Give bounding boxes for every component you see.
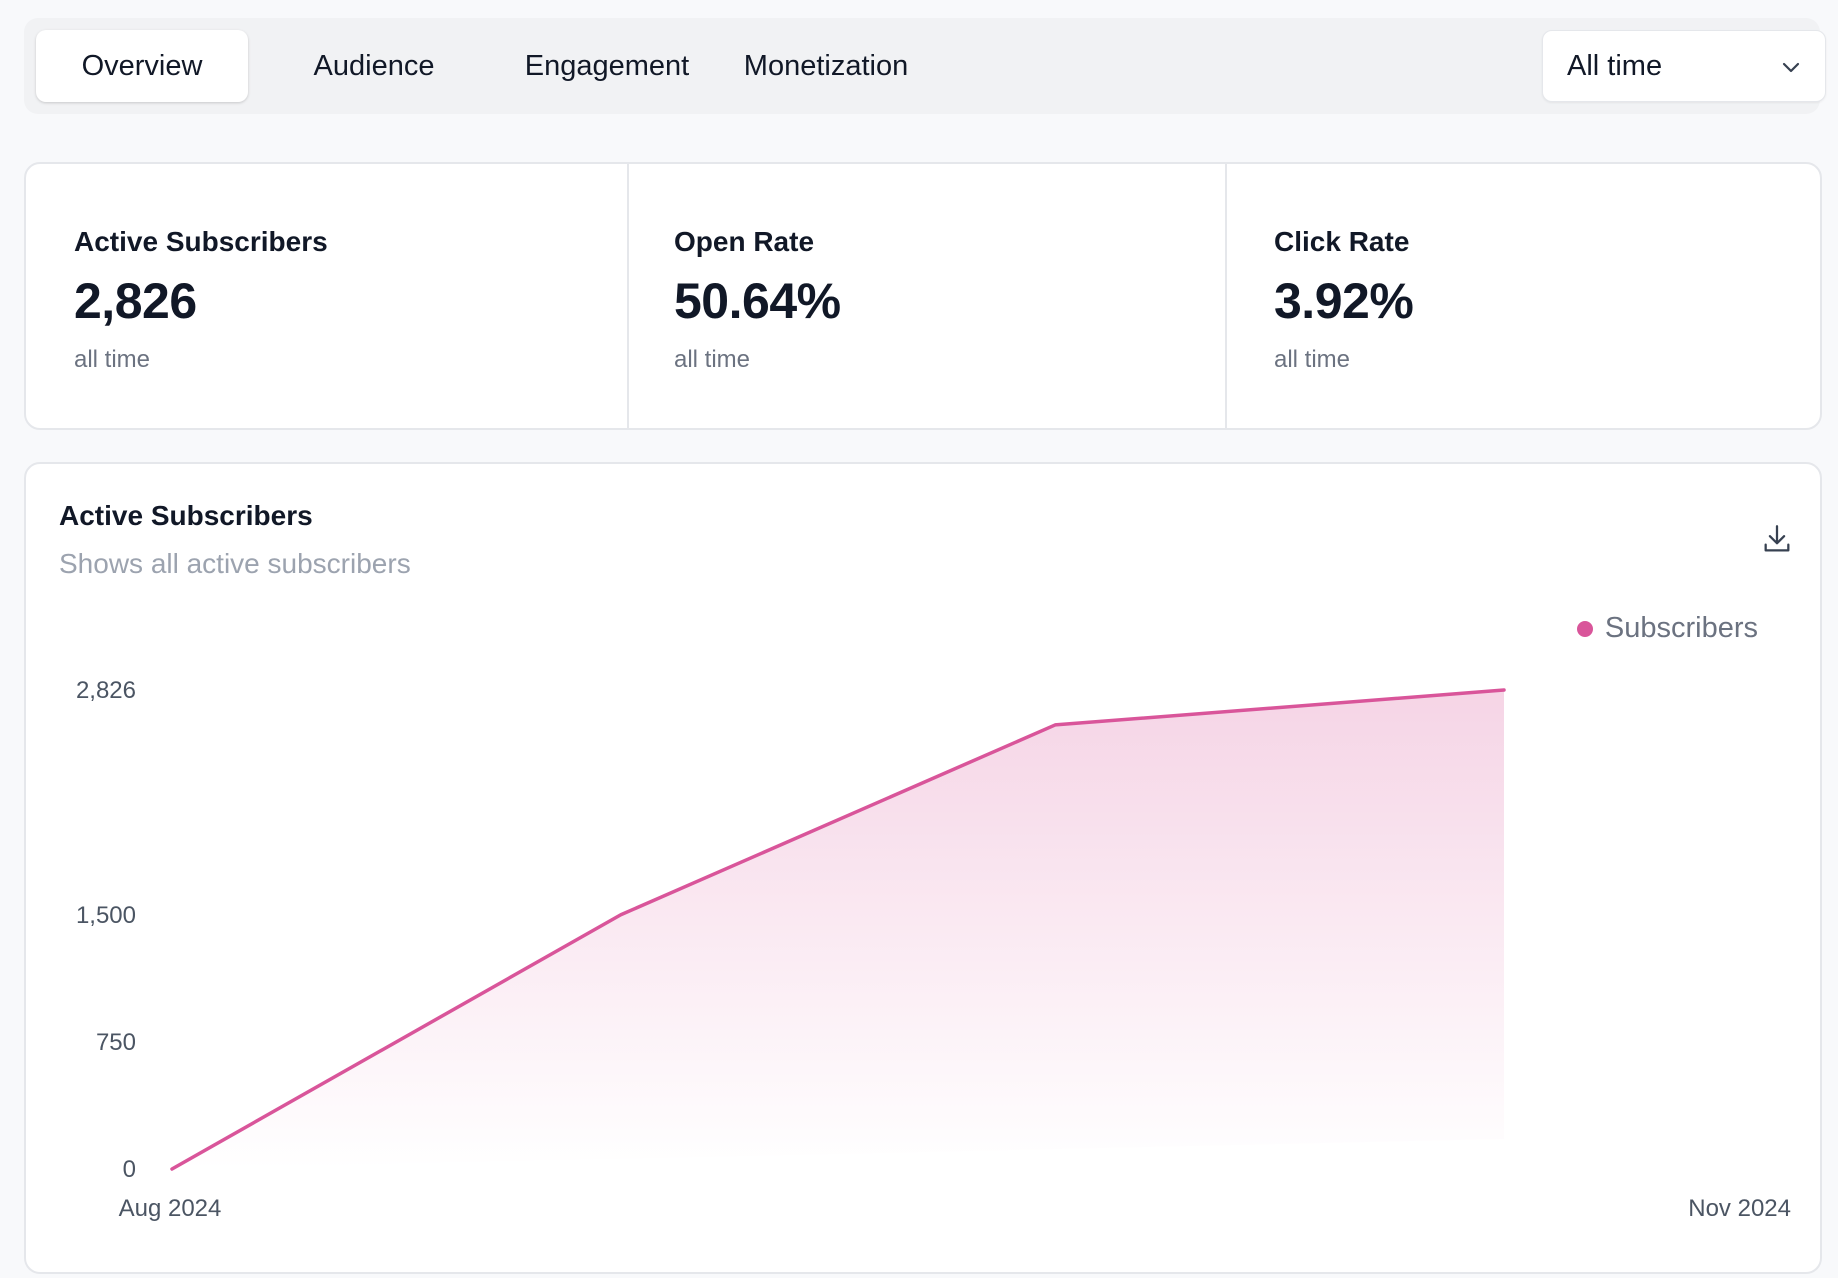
kpi-period: all time <box>674 346 751 373</box>
kpi-divider <box>1225 164 1227 428</box>
kpi-open-rate: Open Rate 50.64% all time <box>674 164 1214 428</box>
y-tick-label: 0 <box>123 1156 136 1183</box>
kpi-value: 3.92% <box>1274 273 1414 329</box>
legend-label: Subscribers <box>1604 612 1758 644</box>
x-tick-label: Nov 2024 <box>1688 1195 1791 1222</box>
x-tick-label: Aug 2024 <box>119 1195 222 1222</box>
kpi-divider <box>627 164 629 428</box>
date-range-select[interactable]: All time <box>1542 30 1826 102</box>
download-icon[interactable] <box>1760 522 1794 556</box>
kpi-period: all time <box>74 346 151 373</box>
kpi-active-subscribers: Active Subscribers 2,826 all time <box>74 164 614 428</box>
series-line <box>170 688 1506 1171</box>
kpi-label: Open Rate <box>674 226 815 257</box>
tab-bar: Overview Audience Engagement Monetizatio… <box>24 18 1826 114</box>
kpi-period: all time <box>1274 346 1351 373</box>
y-tick-label: 1,500 <box>76 902 136 929</box>
chart-subtitle: Shows all active subscribers <box>59 548 411 579</box>
chart-legend: Subscribers <box>1576 612 1758 645</box>
series-area-fill <box>172 690 1504 1169</box>
active-subscribers-chart-card: Active Subscribers Shows all active subs… <box>24 462 1822 1274</box>
y-axis: 0 750 1,500 2,826 <box>76 677 136 1183</box>
tab-overview[interactable]: Overview <box>36 30 248 102</box>
y-tick-label: 750 <box>96 1029 136 1056</box>
subscribers-area-chart: 0 750 1,500 2,826 Aug 2024 Nov 2024 <box>76 677 1791 1222</box>
chevron-down-icon <box>1782 62 1800 73</box>
kpi-label: Click Rate <box>1274 226 1410 257</box>
kpi-value: 2,826 <box>74 273 197 329</box>
kpi-click-rate: Click Rate 3.92% all time <box>1274 164 1794 428</box>
date-range-value: All time <box>1567 49 1663 82</box>
legend-swatch <box>1576 620 1593 637</box>
tab-audience[interactable]: Audience <box>313 49 435 82</box>
tab-monetization[interactable]: Monetization <box>743 49 909 82</box>
tab-engagement[interactable]: Engagement <box>524 49 690 82</box>
y-tick-label: 2,826 <box>76 677 136 704</box>
x-axis: Aug 2024 Nov 2024 <box>119 1195 1791 1222</box>
chart-title: Active Subscribers <box>59 500 313 531</box>
kpi-summary: Active Subscribers 2,826 all time Open R… <box>24 162 1822 430</box>
kpi-value: 50.64% <box>674 273 841 329</box>
kpi-label: Active Subscribers <box>74 226 328 257</box>
